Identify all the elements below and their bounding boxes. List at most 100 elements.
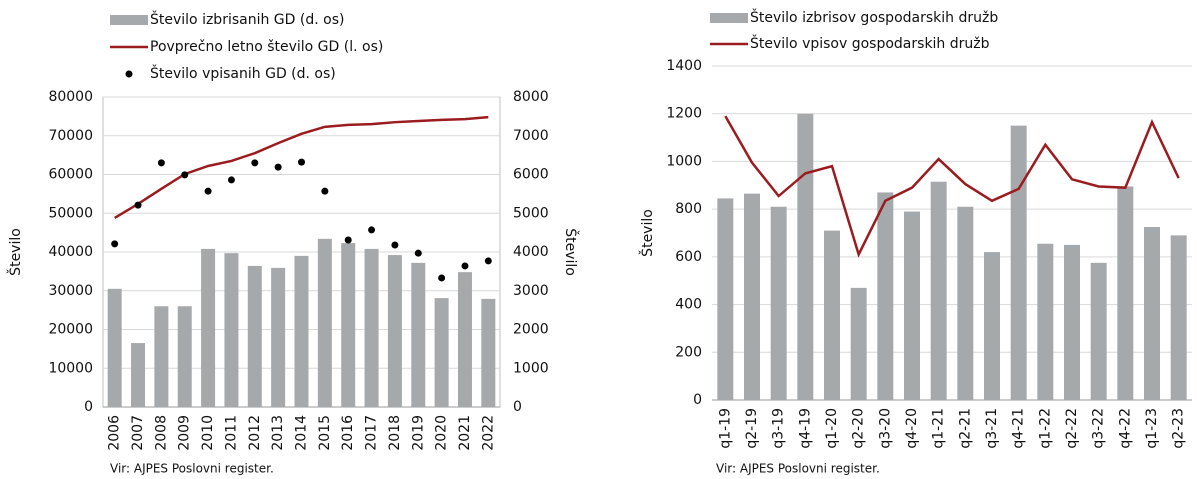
x-tick-label: 2017: [364, 415, 380, 451]
y-tick-label: 10000: [48, 360, 93, 376]
bar: [1090, 262, 1107, 400]
dot: [484, 257, 492, 265]
dot: [438, 274, 446, 282]
x-tick-label: 2019: [410, 415, 426, 451]
dot: [461, 262, 469, 270]
y-tick-label: 70000: [48, 128, 93, 144]
x-tick-label: 2010: [200, 415, 216, 451]
x-tick-label: q2-20: [851, 408, 867, 449]
x-tick-label: q3-21: [984, 408, 1000, 449]
y-tick-label: 400: [675, 297, 702, 313]
bar: [904, 211, 920, 400]
bar: [131, 343, 146, 407]
legend-swatch: [110, 15, 148, 25]
bar: [457, 272, 472, 407]
dot: [298, 158, 305, 166]
dot: [181, 171, 189, 179]
bar: [957, 206, 974, 400]
bar: [317, 238, 332, 407]
bar: [850, 287, 867, 400]
y2-tick-label: 7000: [513, 128, 549, 144]
bar: [247, 265, 262, 407]
bar: [717, 198, 734, 400]
x-tick-label: q2-22: [1064, 408, 1080, 449]
bar: [770, 206, 787, 400]
y-tick-label: 60000: [48, 167, 93, 183]
y-tick-label: 50000: [48, 205, 93, 221]
y-tick-label: 600: [675, 249, 702, 265]
y-tick-label: 200: [675, 344, 702, 360]
bar: [387, 255, 402, 407]
bar: [434, 298, 449, 407]
bar: [177, 306, 192, 407]
bar: [744, 193, 760, 400]
bar: [107, 288, 122, 407]
y2-tick-label: 2000: [513, 322, 549, 338]
x-tick-label: q1-20: [824, 408, 840, 449]
bar: [201, 248, 216, 407]
x-tick-label: q4-21: [1011, 408, 1027, 449]
y-tick-label: 30000: [48, 283, 93, 299]
x-tick-label: 2006: [107, 415, 123, 451]
legend-label: Število izbrisov gospodarskih družb: [750, 8, 998, 26]
y-tick-label: 80000: [48, 89, 93, 105]
x-tick-label: q3-19: [771, 408, 787, 449]
x-tick-label: 2007: [130, 415, 146, 451]
x-tick-label: q1-21: [931, 408, 947, 449]
dot: [414, 249, 422, 257]
x-tick-label: q2-19: [744, 408, 760, 449]
x-tick-label: 2022: [480, 415, 496, 451]
dot: [251, 159, 259, 167]
bar: [1117, 186, 1134, 400]
dot: [344, 236, 352, 244]
x-tick-label: q3-22: [1091, 408, 1107, 449]
x-tick-label: 2016: [340, 415, 356, 451]
bar: [481, 298, 496, 407]
x-tick-label: q2-23: [1171, 408, 1187, 449]
x-tick-label: q4-22: [1117, 408, 1133, 449]
legend-label: Število vpisov gospodarskih družb: [750, 34, 990, 52]
legend-swatch: [710, 13, 748, 23]
x-tick-label: 2021: [457, 415, 473, 451]
dot: [134, 201, 142, 209]
y-tick-label: 20000: [48, 322, 93, 338]
bar: [224, 253, 239, 407]
bar: [271, 267, 286, 407]
dot: [111, 240, 119, 248]
y-axis-label: Število: [638, 209, 656, 257]
bar: [1170, 235, 1187, 400]
x-tick-label: q4-19: [797, 408, 813, 449]
source: Vir: AJPES Poslovni register.: [716, 462, 880, 476]
y-axis-label: Število: [6, 228, 24, 276]
bar: [930, 181, 947, 400]
y2-tick-label: 1000: [513, 360, 549, 376]
x-tick-label: q4-20: [904, 408, 920, 449]
y-tick-label: 0: [84, 399, 93, 415]
y-tick-label: 800: [675, 201, 702, 217]
line: [724, 115, 1180, 258]
y2-tick-label: 8000: [513, 89, 549, 105]
y2-tick-label: 4000: [513, 244, 549, 260]
bar: [294, 255, 309, 407]
bar: [411, 262, 426, 407]
x-tick-label: 2009: [177, 415, 193, 451]
legend-swatch: [125, 70, 133, 78]
bar: [154, 306, 169, 407]
bar: [984, 252, 1000, 400]
x-tick-label: 2011: [223, 415, 239, 451]
bar: [364, 248, 379, 407]
bar: [341, 243, 356, 407]
bar: [877, 192, 894, 400]
legend-label: Povprečno letno število GD (l. os): [150, 39, 383, 55]
x-tick-label: 2012: [247, 415, 263, 451]
x-tick-label: 2020: [434, 415, 450, 451]
x-tick-label: q2-21: [957, 408, 973, 449]
dot: [204, 187, 212, 195]
x-tick-label: 2015: [317, 415, 333, 451]
y-tick-label: 1200: [666, 106, 702, 122]
bar: [1144, 227, 1160, 400]
x-tick-label: q1-22: [1037, 408, 1053, 449]
x-tick-label: 2008: [153, 415, 169, 451]
y-tick-label: 40000: [48, 244, 93, 260]
